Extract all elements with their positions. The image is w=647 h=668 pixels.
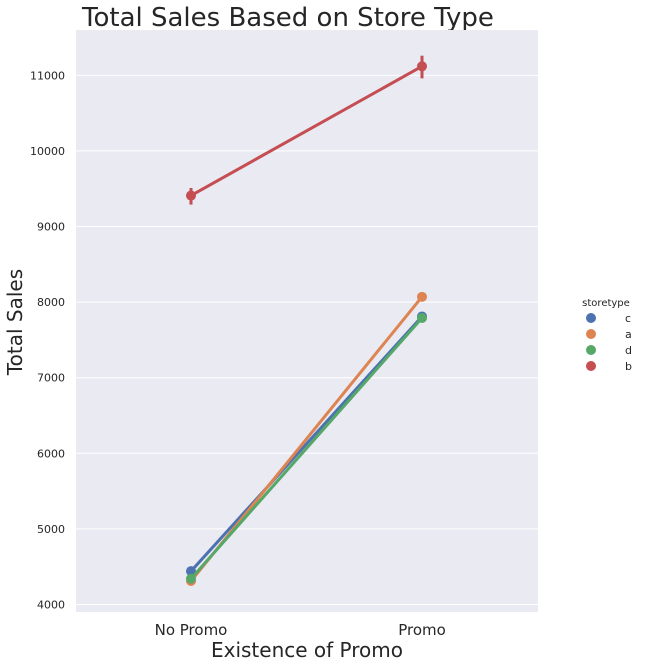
y-tick-label: 8000 xyxy=(37,296,65,309)
legend-item-c: c xyxy=(586,312,631,325)
legend-title: storetype xyxy=(582,298,630,309)
legend-marker xyxy=(586,345,596,355)
legend-marker xyxy=(586,361,596,371)
data-point xyxy=(417,312,427,323)
series-d xyxy=(186,312,427,584)
y-tick-label: 10000 xyxy=(30,145,65,158)
plot-area xyxy=(76,30,538,612)
legend-marker xyxy=(586,329,596,339)
series-layer xyxy=(186,55,427,587)
y-tick-label: 4000 xyxy=(37,598,65,611)
y-tick-label: 6000 xyxy=(37,447,65,460)
y-axis-label: Total Sales xyxy=(3,269,27,376)
series-line xyxy=(190,64,423,197)
data-point xyxy=(186,573,196,584)
x-tick-label: Promo xyxy=(398,621,446,639)
series-b xyxy=(186,55,427,205)
legend-label: c xyxy=(625,312,631,325)
y-tick-labels: 4000 5000 6000 7000 8000 9000 10000 11000 xyxy=(30,69,65,611)
series-line xyxy=(189,316,424,580)
legend-label: d xyxy=(625,344,632,357)
legend-item-a: a xyxy=(586,328,632,341)
y-tick-label: 11000 xyxy=(30,69,65,82)
legend-marker xyxy=(586,313,596,323)
data-point xyxy=(186,190,196,201)
data-point xyxy=(417,61,427,72)
legend-item-d: d xyxy=(586,344,632,357)
chart-title: Total Sales Based on Store Type xyxy=(81,3,494,33)
legend-item-b: b xyxy=(586,360,632,373)
y-tick-label: 7000 xyxy=(37,372,65,385)
x-tick-label: No Promo xyxy=(155,621,228,639)
series-line xyxy=(189,315,424,573)
x-axis-label: Existence of Promo xyxy=(211,638,403,662)
data-point xyxy=(417,291,427,302)
legend-label: b xyxy=(625,360,632,373)
y-tick-label: 9000 xyxy=(37,221,65,234)
x-tick-labels: No Promo Promo xyxy=(155,621,446,639)
y-tick-label: 5000 xyxy=(37,523,65,536)
gridlines xyxy=(76,74,538,605)
legend-label: a xyxy=(625,328,632,341)
